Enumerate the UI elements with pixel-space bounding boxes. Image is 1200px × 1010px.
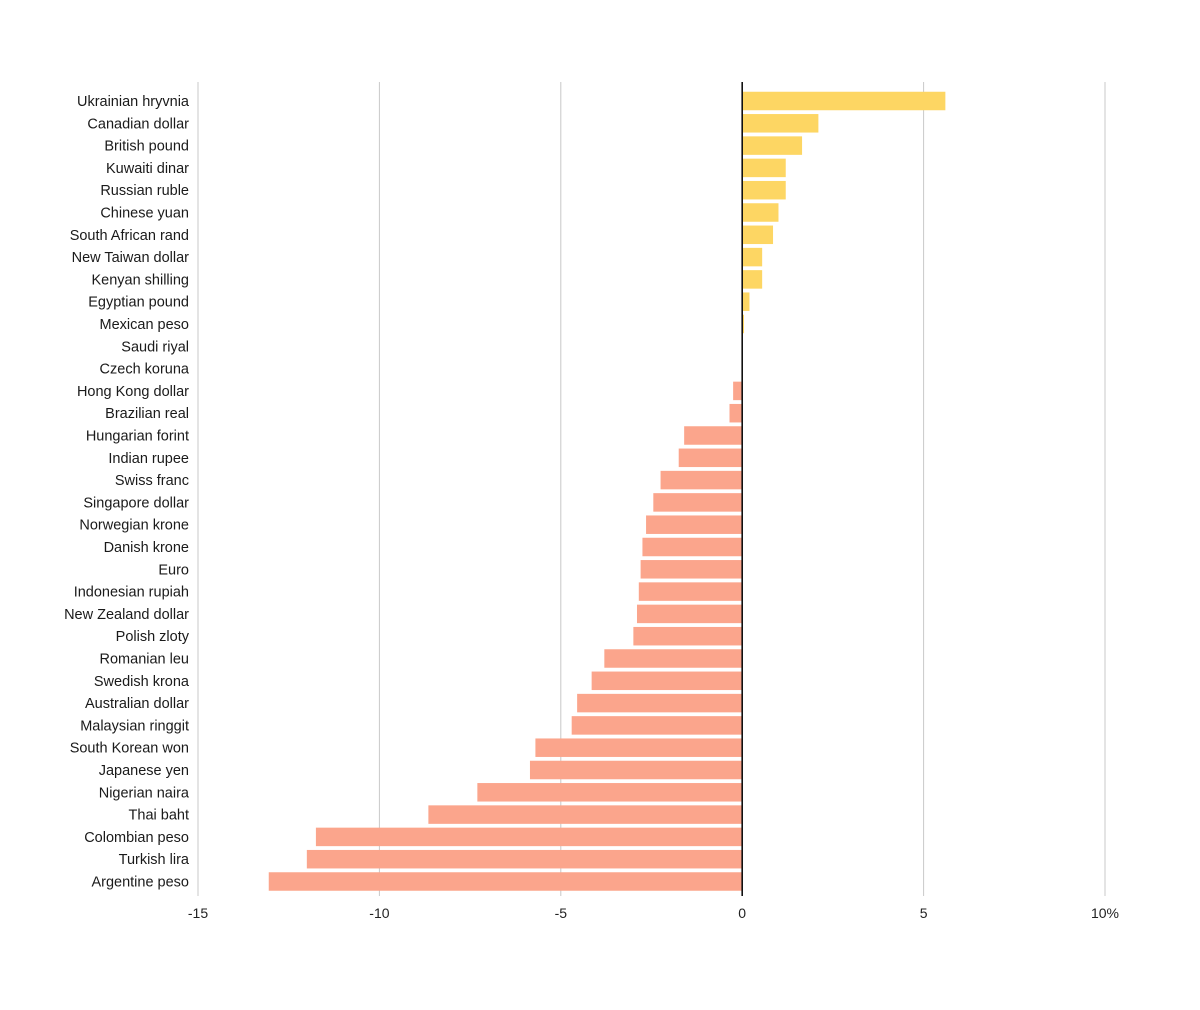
bar [742, 314, 745, 334]
category-label: Danish krone [104, 540, 189, 556]
x-axis-ticks: -15 -10 -5 0 5 10% [188, 905, 1119, 921]
category-label: Saudi riyal [121, 339, 189, 355]
bar [571, 716, 743, 735]
bar [646, 515, 743, 534]
bar [742, 114, 819, 133]
category-label: Argentine peso [91, 875, 189, 891]
bar [315, 827, 743, 847]
category-label: Kuwaiti dinar [106, 161, 189, 177]
category-label: Brazilian real [105, 406, 189, 422]
category-label: Indian rupee [108, 451, 189, 467]
bar [591, 671, 743, 691]
bar [529, 760, 743, 780]
category-label: Swiss franc [115, 473, 189, 489]
bar [742, 225, 774, 245]
category-label: South African rand [70, 228, 189, 244]
bar [742, 91, 946, 111]
bar [653, 493, 743, 512]
x-tick-label: 10% [1091, 905, 1119, 921]
bar [640, 560, 743, 579]
category-label: Czech koruna [100, 362, 190, 378]
category-label: Ukrainian hryvnia [77, 94, 190, 110]
category-label: Chinese yuan [100, 206, 189, 222]
bars [268, 91, 946, 891]
category-label: South Korean won [70, 741, 189, 757]
bar [733, 381, 743, 401]
x-tick-label: -15 [188, 905, 208, 921]
category-label: Singapore dollar [83, 495, 189, 511]
category-label: New Taiwan dollar [72, 250, 190, 266]
category-label: Japanese yen [99, 763, 189, 779]
category-label: Egyptian pound [88, 295, 189, 311]
bar [428, 805, 743, 824]
bar [742, 270, 763, 289]
bar [742, 180, 786, 200]
category-label: British pound [104, 139, 189, 155]
bar [742, 247, 763, 267]
category-label: Malaysian ringgit [80, 718, 189, 734]
bar [577, 693, 743, 713]
category-label: New Zealand dollar [64, 607, 189, 623]
category-label: Polish zloty [116, 629, 190, 645]
bar [729, 403, 743, 423]
category-label: Colombian peso [84, 830, 189, 846]
category-label: Canadian dollar [87, 116, 189, 132]
bar [742, 292, 750, 311]
category-label: Euro [158, 562, 189, 578]
bar [742, 136, 803, 155]
category-label: Romanian leu [100, 652, 189, 668]
bar [636, 604, 743, 624]
bar [678, 448, 743, 468]
bar [742, 158, 786, 178]
category-label: Hong Kong dollar [77, 384, 189, 400]
category-labels: Ukrainian hryvnia Canadian dollar British … [64, 94, 190, 891]
category-label: Norwegian krone [79, 518, 189, 534]
bar [604, 649, 743, 668]
bar [535, 738, 743, 757]
gridlines [197, 82, 1106, 896]
bar [633, 626, 743, 646]
bar [660, 470, 743, 490]
x-tick-label: -10 [369, 905, 389, 921]
category-label: Kenyan shilling [91, 272, 189, 288]
category-label: Hungarian forint [86, 429, 189, 445]
x-tick-label: -5 [555, 905, 568, 921]
category-label: Indonesian rupiah [74, 585, 189, 601]
category-label: Swedish krona [94, 674, 190, 690]
bar [684, 426, 743, 445]
x-tick-label: 0 [738, 905, 746, 921]
x-tick-label: 5 [920, 905, 928, 921]
category-label: Mexican peso [100, 317, 189, 333]
bar [742, 203, 779, 222]
category-label: Australian dollar [85, 696, 189, 712]
bar [306, 849, 743, 869]
bar [268, 872, 743, 891]
bar [638, 582, 743, 601]
bar [477, 783, 743, 802]
category-label: Turkish lira [119, 852, 190, 868]
category-label: Thai baht [129, 808, 189, 824]
category-label: Russian ruble [100, 183, 189, 199]
category-label: Nigerian naira [99, 785, 190, 801]
bar [642, 537, 743, 557]
